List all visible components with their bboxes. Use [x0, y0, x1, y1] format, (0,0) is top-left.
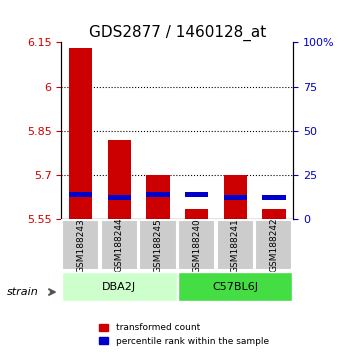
FancyBboxPatch shape — [101, 220, 138, 270]
Bar — [224, 195, 247, 200]
Bar — [262, 195, 285, 200]
FancyBboxPatch shape — [139, 220, 177, 270]
Text: GSM188240: GSM188240 — [192, 218, 201, 273]
Bar — [262, 209, 285, 219]
FancyBboxPatch shape — [62, 273, 177, 301]
Text: DBA2J: DBA2J — [102, 282, 136, 292]
FancyBboxPatch shape — [217, 220, 254, 270]
FancyBboxPatch shape — [255, 220, 293, 270]
Bar — [185, 192, 208, 196]
Bar — [146, 192, 169, 196]
Bar — [146, 175, 169, 219]
Text: GSM188245: GSM188245 — [153, 218, 163, 273]
Bar — [224, 175, 247, 219]
Bar — [69, 48, 92, 219]
Text: GSM188243: GSM188243 — [76, 218, 85, 273]
Text: GSM188242: GSM188242 — [269, 218, 279, 273]
FancyBboxPatch shape — [62, 220, 99, 270]
Bar — [108, 195, 131, 200]
Legend: transformed count, percentile rank within the sample: transformed count, percentile rank withi… — [96, 320, 272, 349]
Bar — [108, 140, 131, 219]
FancyBboxPatch shape — [178, 273, 293, 301]
FancyBboxPatch shape — [178, 220, 215, 270]
Bar — [185, 209, 208, 219]
Bar — [69, 192, 92, 196]
Text: GSM188244: GSM188244 — [115, 218, 124, 273]
Title: GDS2877 / 1460128_at: GDS2877 / 1460128_at — [89, 25, 266, 41]
Text: strain: strain — [7, 287, 39, 297]
Text: GSM188241: GSM188241 — [231, 218, 240, 273]
Text: C57BL6J: C57BL6J — [212, 282, 258, 292]
